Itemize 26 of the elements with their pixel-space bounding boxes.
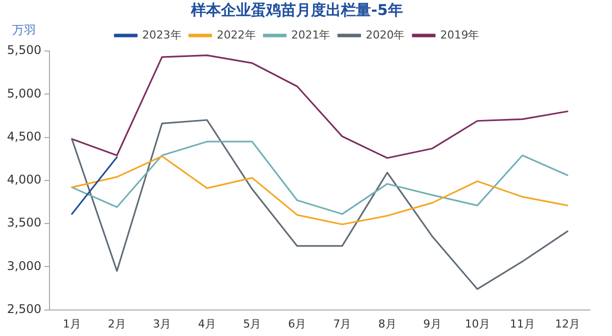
y-tick-label: 5,500: [6, 43, 42, 58]
x-tick-label: 4月: [198, 317, 216, 330]
y-tick-label: 3,500: [6, 216, 42, 230]
legend-label: 2020年: [366, 28, 405, 42]
legend-label: 2021年: [291, 28, 330, 42]
y-tick-label: 3,000: [6, 258, 42, 273]
x-tick-label: 6月: [288, 317, 306, 330]
legend-label: 2019年: [440, 28, 480, 42]
chart-title: 样本企业蛋鸡苗月度出栏量-5年: [190, 0, 403, 19]
x-tick-label: 1月: [62, 317, 81, 330]
x-tick-label: 9月: [423, 317, 442, 330]
x-tick-label: 2月: [108, 317, 126, 330]
x-tick-label: 7月: [333, 317, 352, 330]
x-tick-label: 5月: [243, 317, 262, 330]
x-tick-label: 8月: [378, 317, 396, 330]
y-tick-label: 5,000: [6, 86, 42, 100]
legend-label: 2022年: [216, 28, 256, 42]
y-tick-label: 4,000: [6, 172, 42, 187]
y-axis-title: 万羽: [12, 23, 36, 38]
x-tick-label: 12月: [554, 317, 580, 330]
x-tick-label: 3月: [152, 317, 171, 330]
y-tick-label: 2,500: [6, 302, 42, 316]
legend-label: 2023年: [142, 28, 182, 42]
y-tick-label: 4,500: [6, 129, 42, 144]
x-tick-label: 10月: [464, 317, 490, 330]
x-tick-label: 11月: [510, 317, 535, 330]
